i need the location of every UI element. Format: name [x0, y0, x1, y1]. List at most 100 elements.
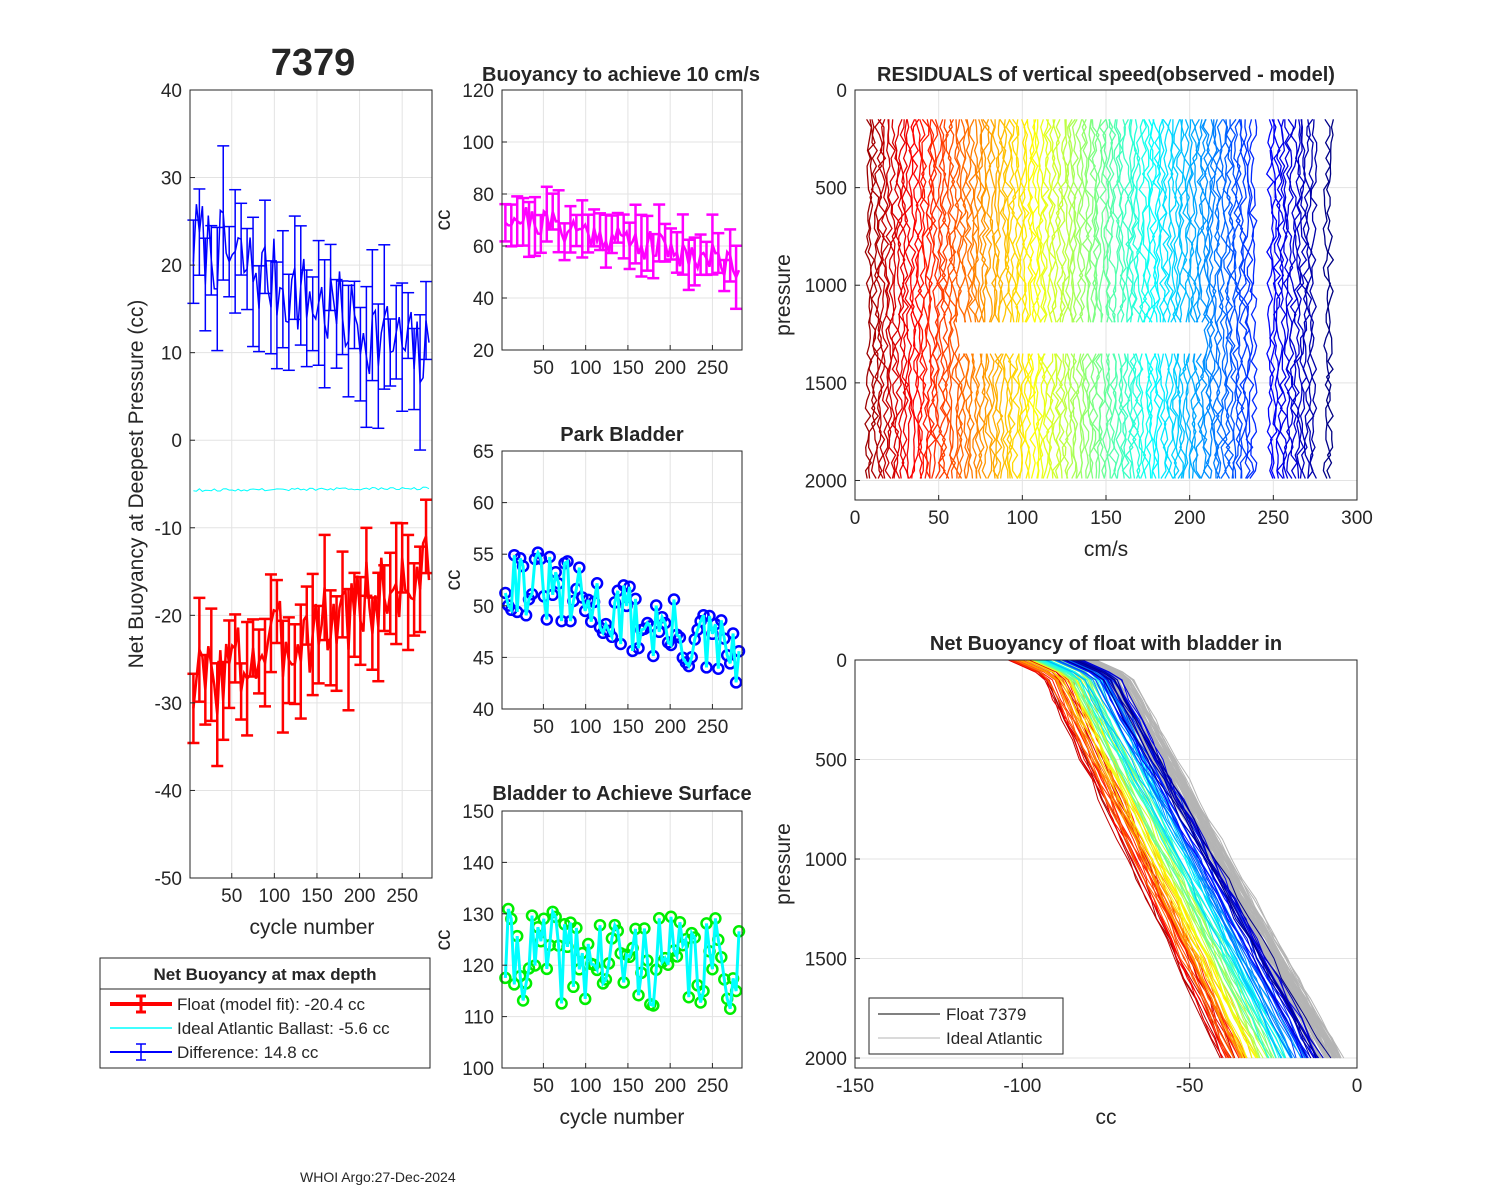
y-tick-label: 120	[462, 81, 494, 102]
y-tick-label: 150	[462, 802, 494, 823]
residual-profile	[1278, 119, 1288, 479]
y-tick-label: 40	[473, 700, 494, 721]
float-profile	[1043, 659, 1286, 1059]
float-profile	[1025, 659, 1247, 1059]
residual-profile	[1084, 119, 1094, 323]
buoyancy-10cms-axes	[501, 89, 743, 351]
x-tick-label: 250	[386, 886, 418, 907]
residual-profile	[1299, 119, 1308, 479]
x-tick-label: 250	[697, 1076, 729, 1097]
buoyancy-10cms-grid	[502, 89, 742, 351]
residual-profile	[1105, 119, 1114, 323]
ideal-profile	[1091, 659, 1332, 1059]
net-buoyancy-panel: 50 100 150 200 250 -50 -40 -30 -20 -10 0 10 20 30 40 c…	[125, 81, 433, 939]
residual-profile	[1195, 119, 1205, 323]
residual-profile	[1225, 119, 1235, 479]
residual-profile	[1048, 353, 1057, 479]
y-tick-label: -50	[155, 869, 182, 890]
residual-profile	[1035, 119, 1044, 323]
x-tick-label: 200	[654, 1076, 686, 1097]
residual-profile	[1138, 353, 1147, 479]
legend-title: Net Buoyancy at max depth	[154, 965, 377, 984]
net-buoyancy-ticks: 50 100 150 200 250 -50 -40 -30 -20 -10 0 10 20 30 40	[155, 81, 418, 907]
residual-profile	[1245, 119, 1255, 479]
legend-entry-ideal: Ideal Atlantic Ballast: -5.6 cc	[177, 1019, 390, 1038]
residual-profile	[954, 353, 963, 479]
y-tick-label: 140	[462, 853, 494, 874]
residual-profile	[941, 119, 950, 479]
residual-profile	[1098, 353, 1107, 479]
residual-profile	[1051, 119, 1060, 323]
y-tick-label: 60	[473, 494, 494, 515]
residual-profile	[994, 353, 1004, 479]
residual-profile	[967, 119, 977, 323]
residual-profile	[1168, 119, 1177, 323]
residual-profile	[1005, 353, 1013, 479]
y-tick-label: 130	[462, 905, 494, 926]
residual-profile	[1158, 119, 1168, 323]
residual-profile	[1148, 119, 1157, 323]
net-buoyancy-profile-panel: Net Buoyancy of float with bladder in -1…	[772, 633, 1362, 1129]
residual-profile	[1188, 353, 1198, 479]
residual-profile	[1134, 353, 1144, 479]
residuals-xlabel: cm/s	[1084, 538, 1128, 561]
residual-profile	[1248, 119, 1258, 479]
residual-profile	[1051, 353, 1061, 479]
residual-profile	[894, 119, 903, 479]
x-tick-label: 150	[612, 717, 644, 738]
residual-profile	[997, 118, 1007, 323]
surface-bladder-xlabel: cycle number	[560, 1106, 685, 1129]
surface-bladder-axes	[501, 810, 743, 1069]
park-bladder-axes	[501, 450, 743, 710]
y-tick-label: 1500	[805, 950, 847, 971]
y-tick-label: -20	[155, 606, 182, 627]
residual-profile	[1145, 119, 1154, 323]
residual-profile	[1079, 353, 1087, 479]
buoyancy-10cms-series	[499, 185, 743, 311]
legend-blue-symbol	[110, 1043, 172, 1061]
legend-entry-difference: Difference: 14.8 cc	[177, 1043, 319, 1062]
ideal-profile	[1089, 659, 1337, 1059]
net-buoyancy-profile-lines	[1008, 659, 1345, 1059]
float-profile	[1081, 659, 1317, 1059]
residual-profile	[1145, 353, 1154, 479]
y-tick-label: 100	[462, 1059, 494, 1080]
residual-profile	[911, 118, 920, 479]
y-tick-label: 20	[161, 256, 182, 277]
residual-profile	[1175, 119, 1184, 323]
residual-profile	[1135, 119, 1144, 323]
residual-profile	[1058, 119, 1067, 323]
residual-profile	[1081, 353, 1091, 479]
ideal-profile	[1083, 659, 1319, 1059]
net-buoyancy-axes	[189, 89, 433, 879]
y-tick-label: 50	[473, 597, 494, 618]
net-buoyancy-profile-title: Net Buoyancy of float with bladder in	[930, 633, 1282, 655]
residual-profile	[977, 119, 987, 323]
ideal-profile	[1091, 659, 1322, 1059]
residual-profile	[867, 119, 876, 479]
residual-profile	[1296, 119, 1305, 479]
y-tick-label: 110	[464, 1008, 494, 1029]
residual-profile	[1098, 118, 1108, 323]
float-profile	[1041, 659, 1280, 1059]
float-profile	[1040, 659, 1283, 1059]
float-profile	[1032, 659, 1253, 1059]
residual-profile	[984, 353, 993, 479]
net-buoyancy-xlabel: cycle number	[250, 916, 375, 939]
float-profile	[1064, 659, 1317, 1059]
residual-profile	[887, 119, 897, 479]
residual-profile	[1285, 118, 1295, 479]
residual-profile	[1178, 119, 1188, 323]
residual-profile	[1065, 353, 1074, 479]
residual-profile	[1121, 353, 1131, 479]
profile-legend-float: Float 7379	[946, 1005, 1026, 1024]
residual-profile	[981, 118, 990, 323]
float-profile	[1045, 659, 1283, 1059]
residual-profile	[1215, 118, 1224, 479]
residual-profile	[1065, 118, 1074, 323]
x-tick-label: 50	[533, 717, 554, 738]
residual-profile	[870, 119, 880, 479]
float-profile	[1013, 659, 1235, 1059]
residual-profile	[1195, 353, 1204, 479]
